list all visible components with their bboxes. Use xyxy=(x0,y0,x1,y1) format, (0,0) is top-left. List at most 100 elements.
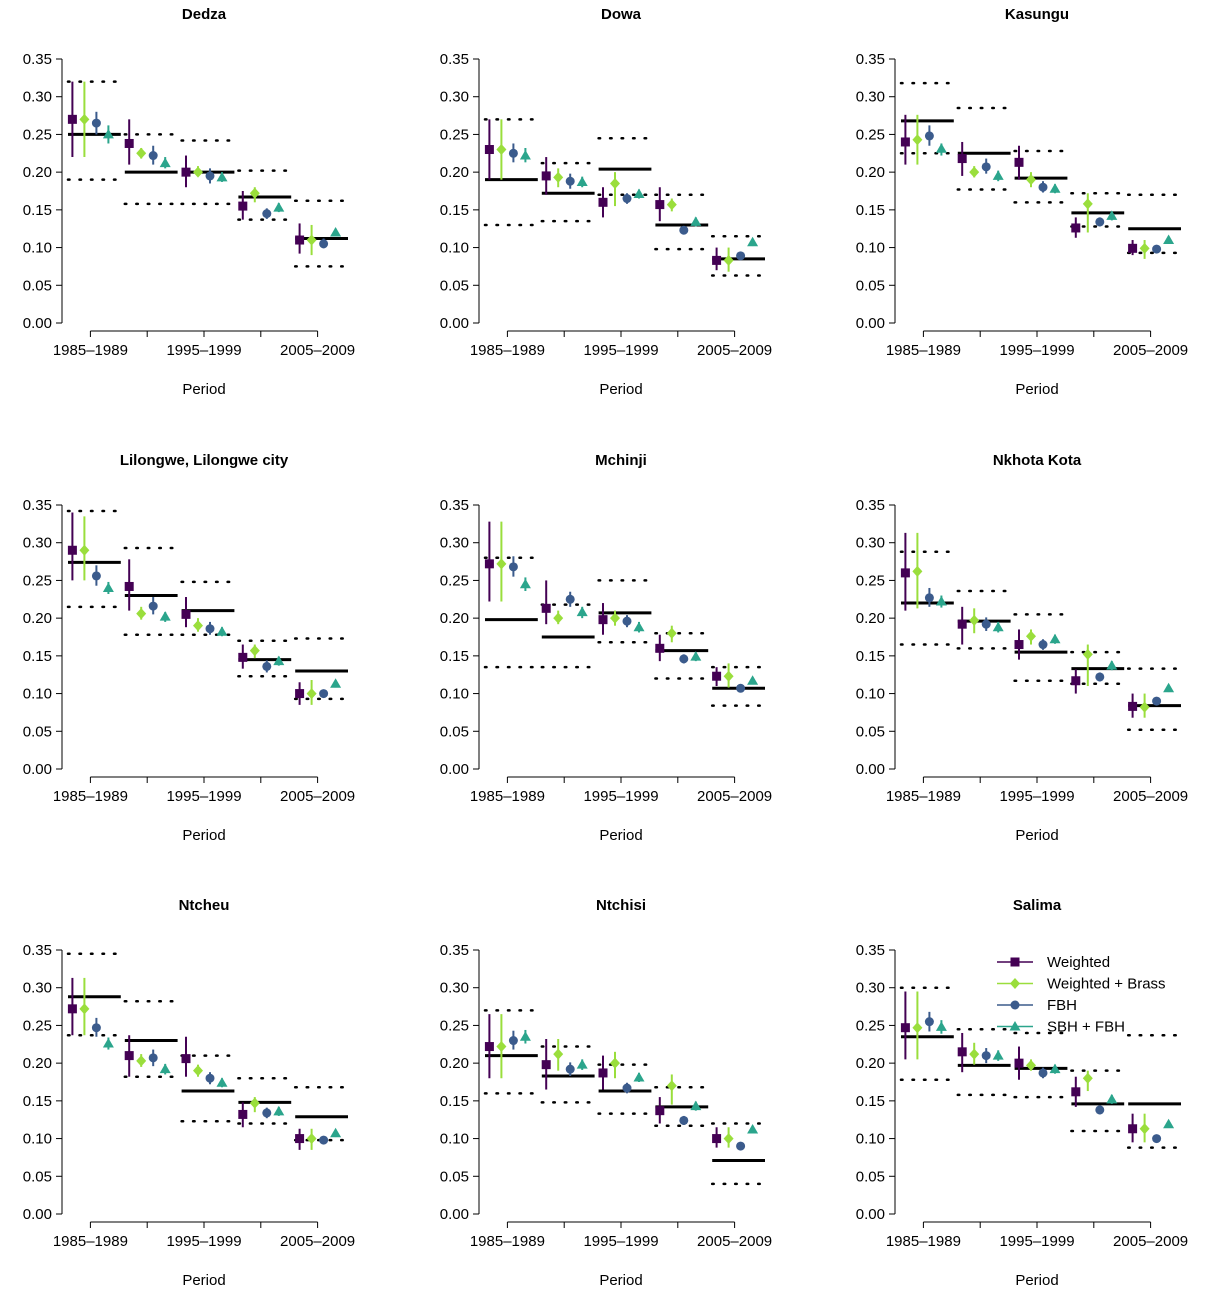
data-point xyxy=(992,170,1004,180)
y-tick-label: 0.00 xyxy=(440,315,469,332)
data-point xyxy=(67,1004,77,1014)
data-point xyxy=(541,603,551,613)
chart-panel-mchinji: Mchinji 0.00 0.05 0.10 0.15 0.20 0.25 0.30 0.35 1… xyxy=(440,452,772,844)
y-tick-label: 0.30 xyxy=(23,89,52,106)
data-point xyxy=(273,1105,285,1116)
y-tick-label: 0.30 xyxy=(23,535,52,552)
chart-title: Dowa xyxy=(601,6,642,23)
legend-marker xyxy=(1010,978,1020,989)
x-tick-label: 1995–1999 xyxy=(583,342,658,359)
y-tick-label: 0.05 xyxy=(23,723,52,740)
data-point xyxy=(124,1051,134,1061)
x-tick-label: 1995–1999 xyxy=(999,1233,1074,1250)
data-point xyxy=(1014,1058,1024,1068)
y-tick-label: 0.10 xyxy=(440,240,469,257)
data-point xyxy=(1139,1123,1150,1135)
x-axis-label: Period xyxy=(599,381,642,398)
data-point xyxy=(519,150,531,160)
data-point xyxy=(1071,676,1081,686)
data-point xyxy=(295,689,305,699)
y-tick-label: 0.30 xyxy=(856,535,885,552)
y-tick-label: 0.25 xyxy=(856,572,885,589)
chart-panel-salima: Salima 0.00 0.05 0.10 0.15 0.20 0.25 0.30 0.35 19… xyxy=(856,897,1188,1289)
data-point xyxy=(610,177,620,189)
chart-panel-ntcheu: Ntcheu 0.00 0.05 0.10 0.15 0.20 0.25 0.30 0.35 19… xyxy=(23,897,355,1289)
data-point xyxy=(736,1141,746,1151)
y-tick-label: 0.30 xyxy=(23,980,52,997)
data-point xyxy=(249,187,260,199)
y-tick-label: 0.20 xyxy=(440,610,469,627)
data-point xyxy=(736,251,746,261)
data-point xyxy=(306,688,317,700)
x-tick-label: 2005–2009 xyxy=(280,788,355,805)
data-point xyxy=(553,171,564,183)
x-tick-label: 1995–1999 xyxy=(166,342,241,359)
data-point xyxy=(1128,701,1138,711)
data-point xyxy=(330,226,342,237)
y-tick-label: 0.25 xyxy=(856,1017,885,1034)
data-point xyxy=(79,544,90,556)
y-tick-label: 0.30 xyxy=(440,980,469,997)
data-point xyxy=(249,645,260,657)
data-point xyxy=(666,199,677,211)
chart-panel-dedza: Dedza 0.00 0.05 0.10 0.15 0.20 0.25 0.30 0.35 198… xyxy=(23,6,355,398)
chart-title: Dedza xyxy=(182,6,227,23)
data-point xyxy=(912,134,923,146)
data-point xyxy=(262,209,272,219)
data-point xyxy=(319,689,329,699)
data-point xyxy=(723,1133,734,1145)
y-tick-label: 0.05 xyxy=(440,1168,469,1185)
data-point xyxy=(136,1055,147,1067)
data-point xyxy=(736,683,746,693)
x-tick-label: 1995–1999 xyxy=(166,1233,241,1250)
data-point xyxy=(1026,174,1036,186)
y-tick-label: 0.20 xyxy=(856,610,885,627)
chart-panel-lilongwe-lilongwe-city: Lilongwe, Lilongwe city 0.00 0.05 0.10 0.15 0… xyxy=(23,452,355,844)
data-point xyxy=(576,176,588,186)
data-point xyxy=(1128,243,1138,253)
data-point xyxy=(924,593,934,603)
y-tick-label: 0.20 xyxy=(856,1055,885,1072)
y-tick-label: 0.10 xyxy=(440,686,469,703)
x-tick-label: 2005–2009 xyxy=(1113,342,1188,359)
data-point xyxy=(496,558,507,570)
data-point xyxy=(1026,630,1036,642)
data-point xyxy=(679,654,689,664)
data-point xyxy=(622,194,632,204)
y-tick-label: 0.20 xyxy=(23,1055,52,1072)
data-point xyxy=(205,171,215,181)
x-tick-label: 2005–2009 xyxy=(280,342,355,359)
data-point xyxy=(136,608,147,620)
data-point xyxy=(957,619,967,629)
x-tick-label: 1985–1989 xyxy=(886,1233,961,1250)
x-tick-label: 2005–2009 xyxy=(697,1233,772,1250)
x-tick-label: 1985–1989 xyxy=(470,788,545,805)
x-axis-label: Period xyxy=(182,827,225,844)
y-tick-label: 0.25 xyxy=(23,1017,52,1034)
data-point xyxy=(330,1127,342,1138)
chart-title: Salima xyxy=(1013,897,1062,914)
x-tick-label: 1985–1989 xyxy=(53,788,128,805)
data-point xyxy=(553,1048,564,1060)
data-point xyxy=(1095,672,1105,682)
data-point xyxy=(181,609,191,619)
data-point xyxy=(124,581,134,591)
data-point xyxy=(484,1042,494,1052)
data-point xyxy=(91,571,101,581)
y-tick-label: 0.35 xyxy=(856,51,885,68)
data-point xyxy=(1038,1068,1048,1078)
data-point xyxy=(1106,660,1118,670)
x-tick-label: 1995–1999 xyxy=(166,788,241,805)
x-axis-label: Period xyxy=(599,827,642,844)
data-point xyxy=(91,1023,101,1033)
data-point xyxy=(598,615,608,625)
x-tick-label: 1985–1989 xyxy=(886,788,961,805)
data-point xyxy=(690,216,702,226)
data-point xyxy=(295,235,305,245)
data-point xyxy=(969,1048,980,1060)
data-point xyxy=(205,624,215,634)
data-point xyxy=(633,188,645,199)
y-tick-label: 0.15 xyxy=(856,648,885,665)
data-point xyxy=(1139,242,1150,254)
y-tick-label: 0.30 xyxy=(856,980,885,997)
